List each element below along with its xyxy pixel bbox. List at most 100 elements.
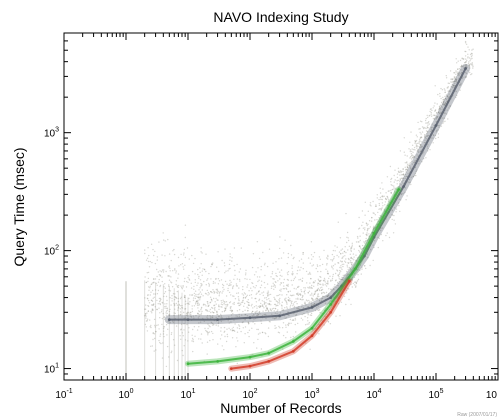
background-point: [332, 265, 335, 267]
background-point: [224, 309, 227, 311]
background-point: [449, 90, 451, 92]
background-point: [197, 310, 200, 312]
background-point: [289, 298, 291, 300]
background-point: [418, 128, 420, 130]
background-point: [289, 300, 292, 302]
background-point: [285, 337, 287, 339]
background-point: [336, 284, 339, 287]
background-point: [465, 43, 468, 45]
background-point: [334, 280, 337, 282]
background-point: [197, 313, 199, 315]
background-point: [314, 303, 316, 305]
background-point: [280, 290, 282, 292]
background-point: [318, 295, 320, 298]
background-point: [465, 76, 467, 78]
background-point: [440, 87, 442, 90]
background-point: [291, 271, 294, 273]
background-point: [330, 290, 332, 292]
background-point: [311, 287, 313, 289]
background-point: [283, 285, 285, 287]
background-point: [444, 97, 447, 100]
background-point: [210, 330, 213, 333]
background-point: [224, 309, 226, 312]
background-point: [252, 286, 255, 288]
background-point: [367, 239, 369, 241]
data-point: [310, 334, 314, 338]
background-point: [175, 280, 178, 282]
background-point: [421, 126, 424, 128]
background-point: [252, 307, 254, 309]
background-point: [220, 279, 223, 281]
background-point: [410, 176, 412, 178]
background-point: [223, 288, 225, 291]
background-point: [212, 339, 214, 341]
background-point: [256, 328, 258, 331]
background-point: [270, 285, 273, 287]
background-point: [183, 248, 186, 251]
background-point: [204, 304, 206, 306]
background-point: [210, 265, 212, 268]
background-point: [292, 305, 294, 307]
background-point: [275, 317, 278, 319]
background-point: [355, 260, 357, 262]
background-point: [334, 272, 337, 275]
background-point: [239, 280, 241, 282]
background-point: [158, 241, 160, 243]
background-point: [425, 117, 427, 120]
data-point: [216, 318, 220, 321]
background-point: [248, 304, 250, 306]
background-point: [277, 268, 279, 270]
background-point: [432, 107, 434, 109]
background-point: [353, 259, 355, 261]
background-point: [400, 171, 402, 174]
background-point: [191, 340, 193, 342]
background-point: [292, 335, 294, 338]
background-point: [340, 270, 342, 272]
background-point: [357, 269, 359, 271]
background-point: [288, 323, 290, 325]
background-point: [435, 112, 438, 114]
background-point: [393, 207, 396, 209]
background-point: [427, 122, 429, 124]
background-point: [396, 176, 399, 179]
background-point: [468, 49, 470, 51]
background-point: [340, 265, 342, 267]
background-point: [319, 289, 321, 292]
background-point: [399, 170, 402, 172]
background-point: [398, 171, 401, 173]
background-point: [304, 302, 306, 304]
background-point: [316, 298, 318, 300]
data-point: [216, 360, 220, 363]
background-point: [373, 246, 375, 249]
background-point: [366, 232, 368, 234]
background-point: [162, 333, 165, 335]
background-point: [274, 303, 277, 306]
background-point: [168, 356, 170, 358]
background-point: [298, 279, 300, 281]
background-point: [189, 294, 191, 296]
background-point: [274, 312, 277, 314]
background-point: [355, 254, 357, 256]
background-point: [343, 251, 346, 253]
background-point: [461, 57, 463, 59]
background-point: [163, 269, 165, 271]
background-point: [340, 253, 342, 255]
background-point: [403, 174, 405, 176]
background-point: [443, 112, 445, 114]
background-point: [410, 153, 413, 155]
background-point: [165, 365, 168, 368]
background-point: [169, 308, 171, 311]
background-point: [459, 84, 461, 86]
background-point: [218, 270, 220, 273]
background-point: [265, 310, 267, 312]
background-point: [317, 305, 319, 307]
background-point: [290, 279, 292, 282]
background-point: [416, 147, 418, 149]
background-point: [274, 285, 276, 287]
background-point: [401, 182, 403, 184]
background-point: [342, 277, 344, 279]
background-point: [443, 103, 445, 105]
background-point: [347, 273, 349, 275]
background-point: [272, 262, 274, 264]
background-point: [194, 290, 197, 292]
